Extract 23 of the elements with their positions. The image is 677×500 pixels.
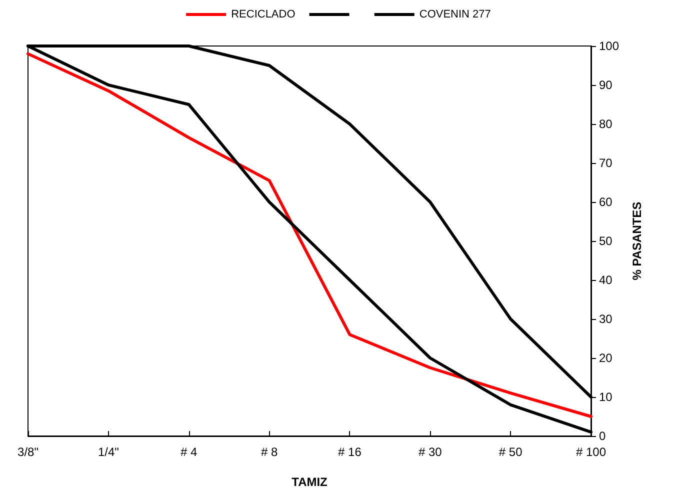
x-tick-label: # 16 xyxy=(338,445,362,459)
y-tick-label: 70 xyxy=(599,156,613,170)
x-tick-label: 1/4" xyxy=(98,445,119,459)
x-tick-label: # 4 xyxy=(180,445,198,459)
y-tick-label: 50 xyxy=(599,234,613,248)
y-axis-title: % PASANTES xyxy=(630,202,644,280)
legend-label: RECICLADO xyxy=(231,8,296,20)
x-tick-label: # 8 xyxy=(260,445,278,459)
legend-label: COVENIN 277 xyxy=(419,8,491,20)
y-tick-label: 30 xyxy=(599,312,613,326)
y-tick-label: 20 xyxy=(599,351,613,365)
x-tick-label: 3/8" xyxy=(18,445,38,459)
y-tick-label: 0 xyxy=(599,429,606,443)
x-tick-label: # 100 xyxy=(576,445,606,459)
y-tick-label: 80 xyxy=(599,117,613,131)
x-axis-title: TAMIZ xyxy=(292,475,328,489)
y-tick-label: 100 xyxy=(599,39,620,53)
x-tick-label: # 50 xyxy=(498,445,523,459)
y-tick-label: 90 xyxy=(599,78,613,92)
y-tick-label: 10 xyxy=(599,390,613,404)
x-tick-label: # 30 xyxy=(418,445,442,459)
y-tick-label: 40 xyxy=(599,273,613,287)
y-tick-label: 60 xyxy=(599,195,613,209)
